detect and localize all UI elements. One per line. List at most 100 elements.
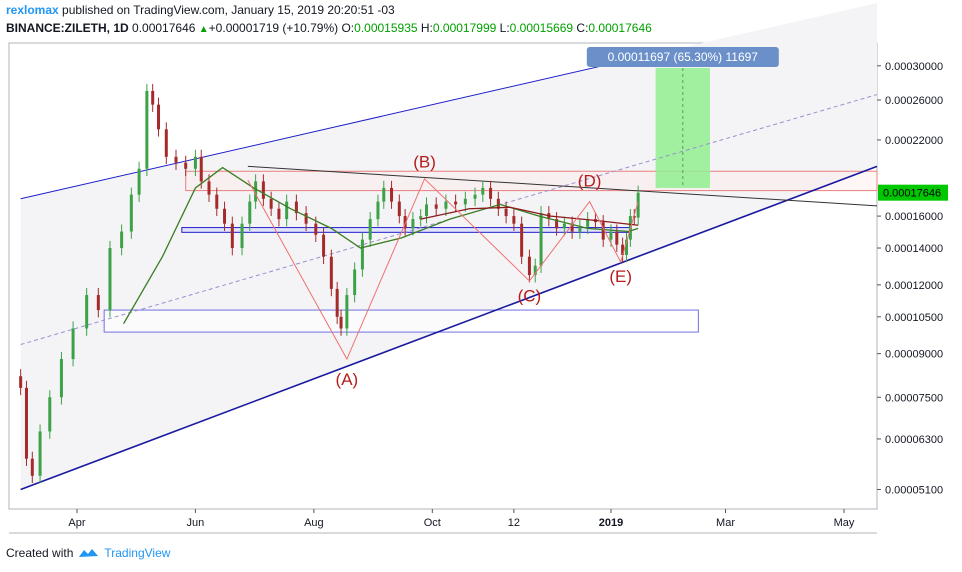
created-with-text: Created with bbox=[6, 546, 74, 560]
candle-body bbox=[512, 216, 516, 224]
candle-body bbox=[248, 201, 252, 224]
candle-body bbox=[215, 194, 219, 209]
low-label: L: bbox=[499, 21, 510, 35]
candle-body bbox=[277, 208, 281, 220]
support-zone-low bbox=[103, 309, 699, 333]
channel-lower-line bbox=[20, 165, 878, 491]
candle-body bbox=[59, 359, 63, 398]
high-value: 0.00017999 bbox=[432, 21, 497, 35]
publish-info: published on TradingView.com, January 15… bbox=[58, 3, 395, 17]
candle-body bbox=[38, 431, 42, 476]
candle-body bbox=[570, 223, 574, 232]
candle-body bbox=[240, 223, 244, 249]
candle-body bbox=[230, 223, 234, 249]
candle-body bbox=[632, 216, 636, 218]
channel-upper-line bbox=[20, 51, 664, 200]
close-value: 0.00017646 bbox=[588, 21, 652, 35]
candle-body bbox=[403, 216, 407, 229]
candle-body bbox=[24, 387, 28, 459]
open-label: O: bbox=[341, 21, 355, 35]
candle-body bbox=[489, 187, 493, 199]
candle-body bbox=[578, 226, 582, 232]
candle-body bbox=[223, 208, 227, 224]
candle-body bbox=[481, 187, 485, 195]
measure-label-box bbox=[586, 46, 779, 67]
pattern-layer: (A) (B) (C) (D) (E) bbox=[247, 153, 639, 389]
pattern-label: (E) bbox=[609, 267, 632, 286]
candle-body bbox=[411, 219, 415, 229]
candle-body bbox=[339, 316, 343, 329]
footer: Created with TradingView bbox=[6, 546, 170, 560]
candle-body bbox=[71, 328, 75, 360]
candle-body bbox=[601, 222, 605, 240]
price-axis[interactable]: 0.00030000 0.00026000 0.00022000 0.00016000… bbox=[877, 61, 943, 497]
candle-body bbox=[353, 269, 357, 296]
y-tick-label: 0.00014000 bbox=[885, 243, 943, 255]
sma-line bbox=[123, 166, 639, 325]
candle-body bbox=[390, 187, 394, 202]
candle-body bbox=[322, 234, 326, 257]
candle-body bbox=[360, 239, 364, 270]
candle-body bbox=[120, 231, 124, 249]
candle-body bbox=[193, 156, 197, 169]
publisher-username[interactable]: rexlomax bbox=[6, 3, 59, 17]
symbol-name[interactable]: BINANCE:ZILETH, 1D bbox=[6, 21, 129, 35]
x-tick-label: Aug bbox=[304, 517, 324, 529]
candle-body bbox=[304, 213, 308, 224]
candle-body bbox=[397, 201, 401, 217]
last-price: 0.00017646 bbox=[132, 21, 196, 35]
trendlines-layer bbox=[20, 51, 878, 491]
candle-body bbox=[145, 90, 149, 169]
candle-body bbox=[254, 181, 258, 202]
candle-body bbox=[157, 104, 161, 130]
candle-body bbox=[314, 223, 318, 235]
candle-body bbox=[520, 223, 524, 257]
y-tick-label: 0.00010500 bbox=[885, 312, 943, 324]
y-tick-label: 0.00030000 bbox=[885, 61, 943, 73]
x-tick-label: May bbox=[834, 517, 855, 529]
publish-header: rexlomax published on TradingView.com, J… bbox=[6, 3, 395, 18]
tradingview-brand[interactable]: TradingView bbox=[104, 546, 171, 560]
candle-body bbox=[345, 295, 349, 329]
open-value: 0.00015935 bbox=[354, 21, 418, 35]
y-tick-label: 0.00006300 bbox=[885, 434, 943, 446]
y-tick-label: 0.00022000 bbox=[885, 135, 943, 147]
candle-body bbox=[555, 219, 559, 229]
candle-body bbox=[376, 201, 380, 220]
y-tick-label: 0.00005100 bbox=[885, 484, 943, 496]
candle-body bbox=[625, 239, 629, 255]
close-label: C: bbox=[576, 21, 589, 35]
pattern-path bbox=[247, 177, 639, 361]
candle-body bbox=[463, 198, 467, 205]
last-price-tag-label: 0.00017646 bbox=[883, 188, 941, 200]
candle-body bbox=[85, 295, 89, 329]
candle-body bbox=[586, 219, 590, 227]
up-triangle-icon: ▲ bbox=[198, 24, 209, 35]
candle-body bbox=[368, 219, 372, 240]
candle-body bbox=[294, 201, 298, 214]
candle-body bbox=[504, 208, 508, 217]
candle-body bbox=[19, 376, 23, 388]
candle-body bbox=[335, 288, 339, 317]
last-price-tag bbox=[878, 184, 948, 201]
x-tick-label: 12 bbox=[508, 517, 520, 529]
high-label: H: bbox=[420, 21, 433, 35]
tags-layer: 0.00017646 0.00011697 (65.30%) 11697 bbox=[586, 46, 948, 201]
candle-body bbox=[285, 201, 289, 220]
price-change: +0.00001719 (+10.79%) bbox=[208, 21, 339, 35]
candle-body bbox=[454, 201, 458, 205]
candle-body bbox=[329, 256, 333, 289]
candle-body bbox=[164, 129, 168, 157]
candle-body bbox=[562, 223, 566, 229]
y-tick-label: 0.00012000 bbox=[885, 280, 943, 292]
time-axis[interactable]: Apr Jun Aug Oct 12 2019 Mar May bbox=[68, 509, 855, 529]
pattern-label: (A) bbox=[336, 370, 359, 389]
candle-body bbox=[48, 397, 52, 432]
candle-body bbox=[261, 181, 265, 199]
x-tick-label: Mar bbox=[716, 517, 735, 529]
symbol-info-row: BINANCE:ZILETH, 1D 0.00017646 ▲+0.000017… bbox=[6, 21, 652, 37]
y-tick-label: 0.00016000 bbox=[885, 211, 943, 223]
candle-body bbox=[609, 231, 613, 240]
measure-label-text: 0.00011697 (65.30%) 11697 bbox=[608, 50, 759, 64]
